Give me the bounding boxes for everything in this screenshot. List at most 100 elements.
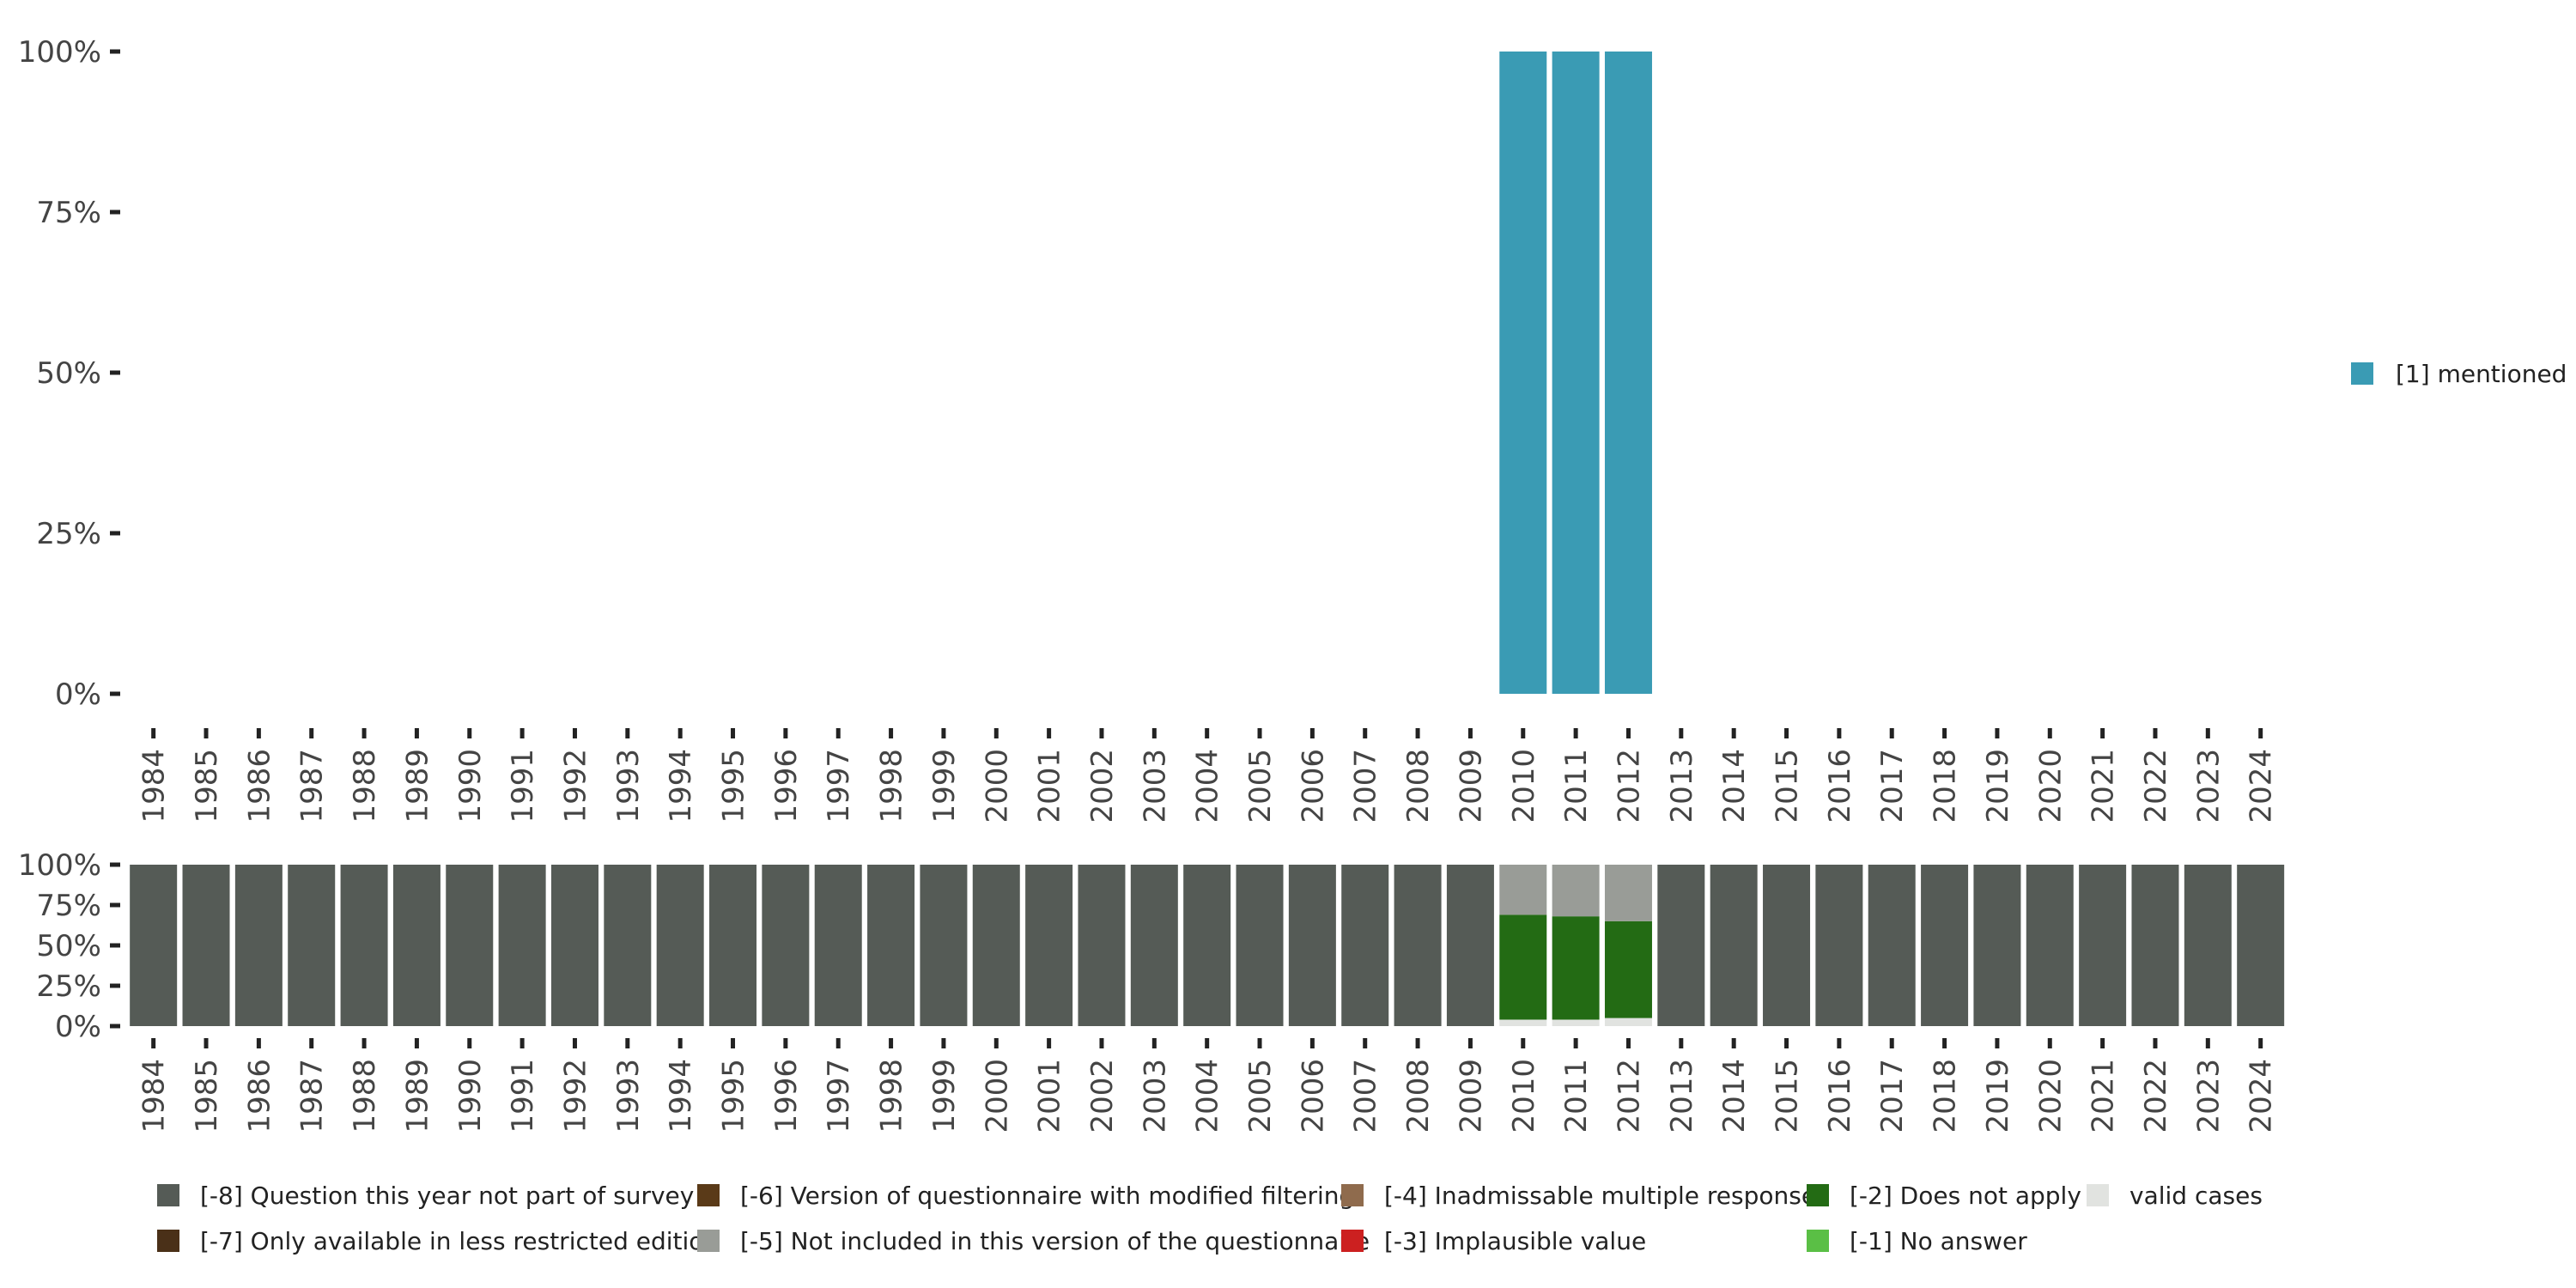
bottom-x-tick-label: 1994 [664, 1059, 698, 1133]
top-x-tick-label: 2010 [1507, 749, 1541, 823]
top-x-tick-label: 1988 [348, 749, 382, 823]
bottom-x-tick-label: 1984 [137, 1059, 172, 1133]
bottom-x-tick-label: 2009 [1454, 1059, 1488, 1133]
legend-label-code--8: [-8] Question this year not part of surv… [200, 1182, 694, 1210]
bottom-bar-1988-segment--8 [340, 865, 388, 1026]
bottom-x-tick-label: 2010 [1507, 1059, 1541, 1133]
top-x-tick-label: 1996 [769, 749, 804, 823]
bottom-bar-2014-segment--8 [1710, 865, 1758, 1026]
top-y-tick-label: 50% [36, 356, 101, 391]
top-x-tick-label: 1992 [558, 749, 592, 823]
bottom-x-tick-label: 1999 [927, 1059, 962, 1133]
bottom-bar-2015-segment--8 [1763, 865, 1811, 1026]
top-x-tick-label: 1993 [611, 749, 646, 823]
bottom-x-tick-label: 1991 [506, 1059, 540, 1133]
bottom-bar-2010-segment--5 [1499, 865, 1547, 915]
top-y-tick-label: 25% [36, 517, 101, 551]
legend-key-code--2 [1807, 1184, 1829, 1206]
top-x-tick-label: 1984 [137, 749, 172, 823]
bottom-bar-2008-segment--8 [1394, 865, 1442, 1026]
top-x-tick-label: 2014 [1717, 749, 1752, 823]
bottom-x-tick-label: 2014 [1717, 1059, 1752, 1133]
top-x-tick-label: 1995 [717, 749, 751, 823]
bottom-x-tick-label: 1990 [453, 1059, 488, 1133]
top-y-tick-label: 0% [55, 677, 101, 712]
bottom-bar-1989-segment--8 [392, 865, 440, 1026]
bottom-x-tick-label: 1987 [295, 1059, 330, 1133]
bottom-bar-1992-segment--8 [550, 865, 598, 1026]
bottom-bar-2013-segment--8 [1657, 865, 1705, 1026]
top-x-tick-label: 2007 [1349, 749, 1383, 823]
bottom-bar-1985-segment--8 [182, 865, 230, 1026]
top-x-tick-label: 2008 [1401, 749, 1436, 823]
bottom-bar-1997-segment--8 [814, 865, 862, 1026]
bottom-x-tick-label: 2004 [1191, 1059, 1225, 1133]
top-panel-valid-responses: 0% 25% 50% 75% 100% 1984 1985 1986 1987 1988 1989 1… [18, 35, 2279, 823]
bottom-x-tick-label: 1995 [717, 1059, 751, 1133]
bottom-x-tick-label: 2005 [1243, 1059, 1278, 1133]
top-bar-2011 [1552, 52, 1600, 694]
bottom-bar-2010-segment--2 [1499, 914, 1547, 1020]
top-x-tick-label: 2023 [2191, 749, 2226, 823]
top-x-tick-label: 2002 [1085, 749, 1120, 823]
legend-valid-responses: [1] mentioned [2351, 360, 2567, 388]
legend-key-code--6 [697, 1184, 720, 1206]
legend-label-code--3: [-3] Implausible value [1384, 1227, 1646, 1255]
bottom-bar-1990-segment--8 [446, 865, 494, 1026]
top-x-tick-label: 2024 [2245, 749, 2279, 823]
legend-key-code--5 [697, 1230, 720, 1252]
legend-label-code-valid: valid cases [2129, 1182, 2263, 1210]
top-x-tick-label: 2017 [1875, 749, 1910, 823]
top-x-tick-label: 2005 [1243, 749, 1278, 823]
bottom-x-tick-label: 2017 [1875, 1059, 1910, 1133]
bottom-x-tick-label: 1986 [242, 1059, 276, 1133]
legend-key-code-valid [2087, 1184, 2109, 1206]
bottom-x-tick-label: 2001 [1033, 1059, 1067, 1133]
bottom-x-tick-label: 1992 [558, 1059, 592, 1133]
bottom-x-tick-label: 2003 [1138, 1059, 1172, 1133]
bottom-bar-1996-segment--8 [762, 865, 810, 1026]
bottom-bar-2010-segment-valid [1499, 1019, 1547, 1026]
bottom-bar-2024-segment--8 [2237, 865, 2285, 1026]
bottom-x-tick-label: 2019 [1981, 1059, 2015, 1133]
top-x-tick-label: 1998 [875, 749, 909, 823]
bottom-x-tick-label: 2002 [1085, 1059, 1120, 1133]
legend-key-code--1 [1807, 1230, 1829, 1252]
bottom-bar-2019-segment--8 [1973, 865, 2021, 1026]
bottom-bar-1987-segment--8 [288, 865, 336, 1026]
bottom-bar-2020-segment--8 [2026, 865, 2074, 1026]
legend-label-code--6: [-6] Version of questionnaire with modif… [740, 1182, 1354, 1210]
bottom-bar-2016-segment--8 [1815, 865, 1863, 1026]
top-y-tick-label: 75% [36, 196, 101, 230]
bottom-x-tick-label: 1989 [400, 1059, 434, 1133]
legend-key-code--4 [1341, 1184, 1364, 1206]
bottom-bar-2012-segment--2 [1604, 920, 1652, 1018]
top-x-tick-label: 1986 [242, 749, 276, 823]
bottom-x-tick-label: 1996 [769, 1059, 804, 1133]
bottom-bar-1993-segment--8 [604, 865, 652, 1026]
bottom-y-tick-label: 75% [36, 889, 101, 923]
bottom-bar-2000-segment--8 [972, 865, 1020, 1026]
bottom-bar-2009-segment--8 [1446, 865, 1494, 1026]
bottom-y-tick-label: 25% [36, 969, 101, 1004]
bottom-x-tick-label: 2008 [1401, 1059, 1436, 1133]
bottom-bar-2001-segment--8 [1025, 865, 1073, 1026]
bottom-x-tick-label: 1988 [348, 1059, 382, 1133]
legend-label-code--5: [-5] Not included in this version of the… [740, 1227, 1370, 1255]
top-x-tick-label: 1994 [664, 749, 698, 823]
bottom-panel-missing-codes: 0% 25% 50% 75% 100% 1984 1985 1986 1987 1988 1989 1… [18, 848, 2285, 1133]
bottom-bar-2011-segment-valid [1552, 1019, 1600, 1026]
top-y-tick-label: 100% [18, 35, 101, 70]
bottom-bar-1994-segment--8 [656, 865, 704, 1026]
bottom-x-tick-label: 2020 [2033, 1059, 2068, 1133]
top-x-tick-label: 2004 [1191, 749, 1225, 823]
top-x-tick-label: 2006 [1296, 749, 1330, 823]
top-x-tick-label: 1990 [453, 749, 488, 823]
bottom-x-tick-label: 2016 [1823, 1059, 1857, 1133]
bottom-x-tick-label: 1985 [190, 1059, 224, 1133]
bottom-x-tick-label: 2024 [2245, 1059, 2279, 1133]
bottom-bar-2004-segment--8 [1183, 865, 1231, 1026]
bottom-bar-2012-segment-valid [1604, 1018, 1652, 1026]
legend-key-mentioned [2351, 362, 2373, 385]
